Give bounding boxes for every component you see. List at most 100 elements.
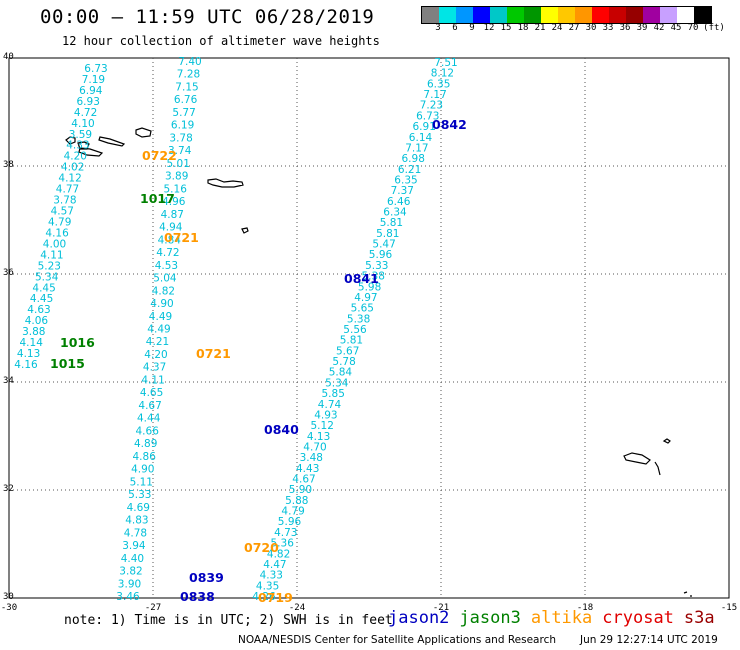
wave-height-value: 4.97 xyxy=(354,292,377,304)
wave-height-value: 3.78 xyxy=(53,195,76,207)
colorbar-label: 70 xyxy=(687,23,699,33)
wave-height-value: 4.82 xyxy=(267,548,290,560)
wave-height-value: 4.69 xyxy=(127,502,150,514)
pass-time-labels: 0722 1017 0721 0721 1016 1015 0842 0841 0840 0720… xyxy=(50,117,467,605)
colorbar-label: 39 xyxy=(636,23,648,33)
wave-height-value: 4.33 xyxy=(66,140,89,152)
wave-height-value: 4.65 xyxy=(140,387,163,399)
wave-height-value: 4.47 xyxy=(263,559,286,571)
island-madeira xyxy=(623,452,651,465)
colorbar-swatch xyxy=(643,7,660,23)
wave-height-value: 5.88 xyxy=(285,495,308,507)
colorbar-label: 24 xyxy=(551,23,563,33)
wave-height-value: 5.84 xyxy=(329,367,353,379)
island-terceira xyxy=(135,127,152,138)
island-sao-jorge xyxy=(98,136,126,147)
wave-height-value: 4.70 xyxy=(303,442,326,454)
wave-height-value: 7.17 xyxy=(405,142,428,154)
lat-lon-grid xyxy=(9,58,729,598)
longitude-label: -21 xyxy=(432,603,450,613)
latitude-label: 30 xyxy=(3,592,14,602)
latitude-label: 40 xyxy=(3,52,14,62)
satellite-legend: jason2 jason3 altika cryosat s3a xyxy=(388,608,725,628)
wave-height-value: 5.04 xyxy=(153,273,177,285)
wave-height-value: 5.98 xyxy=(358,281,381,293)
wave-height-value: 3.88 xyxy=(22,326,45,338)
wave-height-value: 5.90 xyxy=(289,484,312,496)
colorbar-label: 12 xyxy=(483,23,495,33)
colorbar-swatch xyxy=(558,7,575,23)
wave-height-value: 6.14 xyxy=(409,132,433,144)
wave-height-value: 4.06 xyxy=(25,315,49,327)
wave-height-value: 4.87 xyxy=(161,209,184,221)
wave-height-value: 5.33 xyxy=(128,489,151,501)
latitude-label: 34 xyxy=(3,376,14,386)
colorbar-labels: 3 6 9 12 15 18 21 24 27 30 33 36 39 42 45 70 (ft) xyxy=(421,23,740,37)
wave-height-value: 5.38 xyxy=(347,313,370,325)
colorbar-label: 36 xyxy=(619,23,631,33)
pass-time-label: 0838 xyxy=(180,589,215,604)
wave-height-value: 7.40 xyxy=(178,56,201,68)
wave-height-tracks: 6.737.196.946.934.724.103.594.334.204.02… xyxy=(14,56,457,603)
wave-height-value: 4.83 xyxy=(125,515,148,527)
wave-height-value: 3.48 xyxy=(300,452,323,464)
wave-height-value: 6.73 xyxy=(416,110,439,122)
colorbar-label: 45 xyxy=(670,23,682,33)
pass-time-label: 0719 xyxy=(258,590,293,605)
wave-height-value: 6.21 xyxy=(398,164,421,176)
wave-height-value: 4.78 xyxy=(124,527,147,539)
wave-height-value: 4.44 xyxy=(137,413,161,425)
map-frame xyxy=(8,57,730,599)
wave-height-value: 7.15 xyxy=(175,82,198,94)
colorbar-swatch xyxy=(592,7,609,23)
wave-height-value: 4.86 xyxy=(133,451,157,463)
longitude-label: -27 xyxy=(144,603,162,613)
wave-height-value: 6.93 xyxy=(77,96,100,108)
latitude-label: 38 xyxy=(3,160,14,170)
wave-height-value: 4.93 xyxy=(314,409,337,421)
map-subtitle: 12 hour collection of altimeter wave hei… xyxy=(62,34,380,48)
wave-height-value: 4.12 xyxy=(58,173,81,185)
wave-height-value: 4.96 xyxy=(162,196,186,208)
wave-height-value: 4.16 xyxy=(14,359,38,371)
wave-height-value: 4.74 xyxy=(318,399,342,411)
colorbar-swatch xyxy=(694,7,711,23)
wave-height-value: 4.82 xyxy=(152,285,175,297)
wave-height-value: 4.11 xyxy=(40,249,63,261)
wave-height-value: 4.13 xyxy=(307,431,330,443)
colorbar-swatch xyxy=(677,7,694,23)
wave-height-value: 4.72 xyxy=(74,107,97,119)
wave-height-value: 5.47 xyxy=(372,239,395,251)
wave-height-value: 4.84 xyxy=(158,234,182,246)
wave-height-value: 7.19 xyxy=(82,74,105,86)
colorbar-label: 42 xyxy=(653,23,665,33)
wave-height-value: 4.20 xyxy=(64,151,87,163)
wave-height-value: 4.89 xyxy=(134,438,157,450)
wave-height-value: 7.28 xyxy=(177,69,200,81)
wave-height-value: 4.43 xyxy=(296,463,319,475)
latitude-label: 32 xyxy=(3,484,14,494)
colorbar-label: 6 xyxy=(452,23,458,33)
colorbar-label: (ft) xyxy=(703,23,725,33)
colorbar-swatch xyxy=(609,7,626,23)
credit-line: NOAA/NESDIS Center for Satellite Applica… xyxy=(238,634,556,646)
wave-height-value: 6.19 xyxy=(171,120,194,132)
pass-time-label: 0840 xyxy=(264,422,299,437)
wave-height-value: 5.36 xyxy=(271,538,295,550)
pass-time-label: 0722 xyxy=(142,148,177,163)
wave-height-value: 4.37 xyxy=(143,362,166,374)
legend-item-jason2: jason2 xyxy=(388,608,450,628)
wave-height-value: 3.90 xyxy=(118,578,141,590)
colorbar-swatch xyxy=(660,7,677,23)
wave-height-value: 4.79 xyxy=(48,217,71,229)
wave-height-value: 5.01 xyxy=(167,158,190,170)
wave-height-value: 5.65 xyxy=(351,303,374,315)
colorbar-label: 18 xyxy=(517,23,529,33)
pass-time-label: 0721 xyxy=(164,230,199,245)
wave-height-value: 4.10 xyxy=(71,118,94,130)
colorbar-swatch xyxy=(575,7,592,23)
colorbar-swatch xyxy=(439,7,456,23)
wave-height-value: 5.12 xyxy=(311,420,334,432)
map-title: 00:00 – 11:59 UTC 06/28/2019 xyxy=(40,6,375,28)
